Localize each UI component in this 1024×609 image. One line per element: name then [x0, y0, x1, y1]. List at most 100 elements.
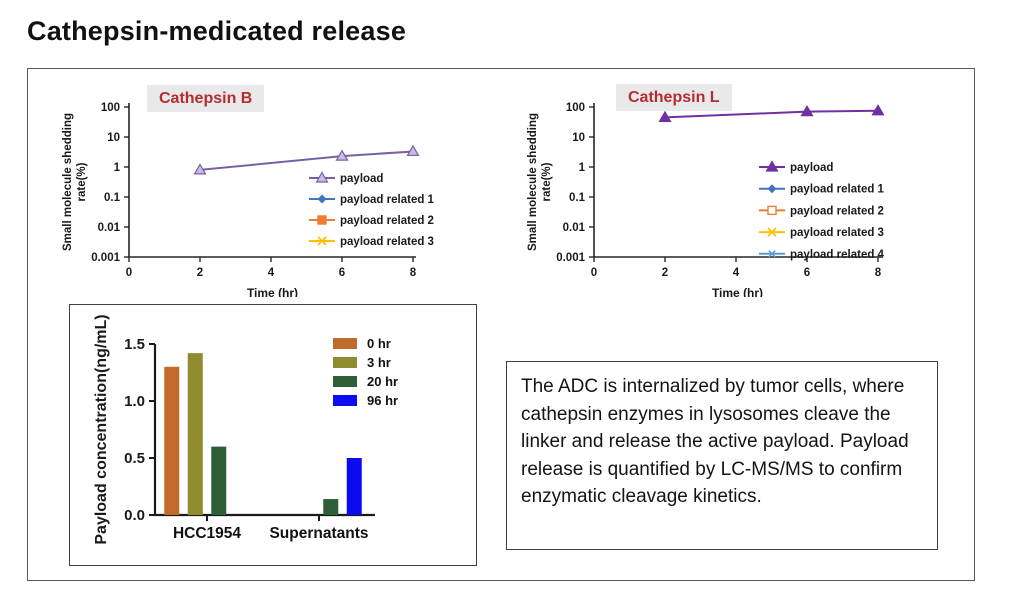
- y-tick-label: 0.1: [104, 192, 121, 204]
- data-point-marker: [800, 104, 814, 117]
- legend-label: payload related 4: [790, 249, 885, 261]
- data-point-marker: [658, 110, 672, 123]
- data-point-marker: [315, 171, 329, 183]
- cathepsin-l-title: Cathepsin L: [616, 84, 732, 112]
- legend-item: 0 hr: [333, 336, 391, 351]
- data-point-marker: [317, 194, 327, 204]
- data-point-marker: [335, 149, 349, 161]
- y-tick-label: 0.001: [91, 252, 120, 264]
- legend-item: 96 hr: [333, 393, 398, 408]
- x-tick-label: 8: [875, 267, 882, 279]
- x-tick-label: 4: [733, 267, 740, 279]
- category-label: HCC1954: [173, 525, 241, 542]
- data-point-marker: [765, 160, 779, 172]
- x-tick-label: 2: [662, 267, 668, 279]
- data-point-marker: [767, 205, 777, 216]
- data-point-marker: [871, 104, 885, 116]
- data-point-marker: [193, 163, 207, 175]
- y-tick-label: 10: [572, 132, 585, 144]
- x-tick-label: 8: [410, 267, 417, 279]
- legend: 0 hr 3 hr 20 hr 96 hr: [333, 336, 398, 408]
- legend-label: 0 hr: [367, 336, 391, 351]
- y-tick-label: 0.01: [98, 222, 121, 234]
- bar-20-hr-Supernatants: [323, 499, 339, 515]
- legend-label: payload related 2: [340, 215, 434, 227]
- data-point-marker: [767, 227, 777, 237]
- content-panel: Cathepsin B 100 10 1 0.1 0.01 0.001 0 2 4 6 8 Time …: [27, 68, 975, 581]
- x-axis-title: Time (hr): [712, 286, 763, 297]
- y-tick-label: 0.5: [124, 450, 145, 467]
- legend-item: payload related 4: [759, 249, 885, 261]
- legend-item: payload: [309, 171, 383, 185]
- data-point-marker: [767, 250, 777, 258]
- y-tick-label: 1.0: [124, 393, 145, 410]
- bar-chart-box: 0.0 0.5 1.0 1.5 Payload concentration(ng/mL)…: [69, 304, 477, 566]
- x-tick-label: 2: [197, 267, 203, 279]
- legend: payload payload related 1 payload related …: [759, 160, 885, 261]
- y-tick-label: 100: [566, 102, 585, 114]
- y-tick-label: 1: [579, 162, 586, 174]
- legend-label: 3 hr: [367, 355, 391, 370]
- legend-label: payload related 1: [790, 184, 885, 196]
- data-point-marker: [767, 184, 777, 194]
- data-point-marker: [406, 144, 420, 157]
- legend-label: payload related 2: [790, 205, 884, 217]
- legend-item: payload related 2: [309, 215, 434, 227]
- cathepsin-b-plot: 100 10 1 0.1 0.01 0.001 0 2 4 6 8 Time (hr) Small mo…: [62, 102, 435, 297]
- y-tick-label: 1: [114, 162, 121, 174]
- cathepsin-l-chart: Cathepsin L 100 10 1 0.1 0.01 0.001 0 2 4 6 8 Time …: [506, 79, 951, 297]
- y-axis-title-line2: rate(%): [541, 162, 553, 201]
- y-axis-title-line1: Small molecule shedding: [62, 113, 74, 251]
- y-axis-title-line2: rate(%): [76, 162, 88, 201]
- x-tick-label: 0: [126, 267, 132, 279]
- y-tick-label: 0.01: [563, 222, 586, 234]
- legend-item: payload related 3: [759, 227, 884, 239]
- axes: 100 10 1 0.1 0.01 0.001 0 2 4 6 8 Time (hr) Small mo…: [62, 102, 417, 297]
- legend-label: payload related 1: [340, 194, 435, 206]
- y-tick-label: 1.5: [124, 336, 145, 353]
- legend-label: payload: [340, 173, 383, 185]
- axes: 100 10 1 0.1 0.01 0.001 0 2 4 6 8 Time (hr) Small mo…: [527, 102, 882, 297]
- legend-label: 20 hr: [367, 374, 398, 389]
- cathepsin-l-plot: 100 10 1 0.1 0.01 0.001 0 2 4 6 8 Time (hr) Small mo…: [527, 102, 885, 297]
- series-payload: [193, 144, 420, 175]
- category-label: Supernatants: [269, 525, 368, 542]
- data-point-marker: [317, 215, 327, 225]
- bar-20-hr-HCC1954: [211, 446, 227, 515]
- bar-3-hr-HCC1954: [187, 353, 203, 515]
- y-tick-label: 10: [107, 132, 120, 144]
- axes: 0.0 0.5 1.0 1.5 Payload concentration(ng/mL)…: [93, 314, 375, 545]
- y-tick-label: 0.1: [569, 192, 586, 204]
- x-tick-label: 6: [804, 267, 810, 279]
- y-axis-title: Payload concentration(ng/mL): [93, 314, 110, 544]
- legend-item: payload related 1: [759, 184, 885, 196]
- y-tick-label: 100: [101, 102, 120, 114]
- legend-item: payload related 1: [309, 194, 435, 206]
- x-axis-title: Time (hr): [247, 286, 298, 297]
- page-title: Cathepsin-medicated release: [27, 16, 407, 46]
- legend-item: payload: [759, 160, 833, 174]
- legend: payload payload related 1 payload related …: [309, 171, 435, 248]
- legend-item: payload related 3: [309, 236, 434, 248]
- legend-label: payload related 3: [340, 236, 434, 248]
- legend-label: payload related 3: [790, 227, 884, 239]
- legend-item: 20 hr: [333, 374, 398, 389]
- description-text: The ADC is internalized by tumor cells, …: [521, 376, 909, 507]
- bar-0-hr-HCC1954: [164, 366, 180, 515]
- legend-label: 96 hr: [367, 393, 398, 408]
- x-tick-label: 0: [591, 267, 597, 279]
- y-axis-title-line1: Small molecule shedding: [527, 113, 539, 251]
- x-tick-label: 6: [339, 267, 345, 279]
- legend-label: payload: [790, 162, 833, 174]
- y-tick-label: 0.001: [556, 252, 585, 264]
- legend-item: 3 hr: [333, 355, 391, 370]
- payload-concentration-plot: 0.0 0.5 1.0 1.5 Payload concentration(ng/mL)…: [93, 314, 398, 545]
- cathepsin-b-title: Cathepsin B: [147, 85, 265, 113]
- cathepsin-b-chart: Cathepsin B 100 10 1 0.1 0.01 0.001 0 2 4 6 8 Time …: [41, 79, 486, 297]
- bar-96-hr-Supernatants: [346, 458, 362, 515]
- y-tick-label: 0.0: [124, 507, 145, 524]
- legend-item: payload related 2: [759, 205, 884, 217]
- x-tick-label: 4: [268, 267, 275, 279]
- series-payload: [658, 104, 885, 123]
